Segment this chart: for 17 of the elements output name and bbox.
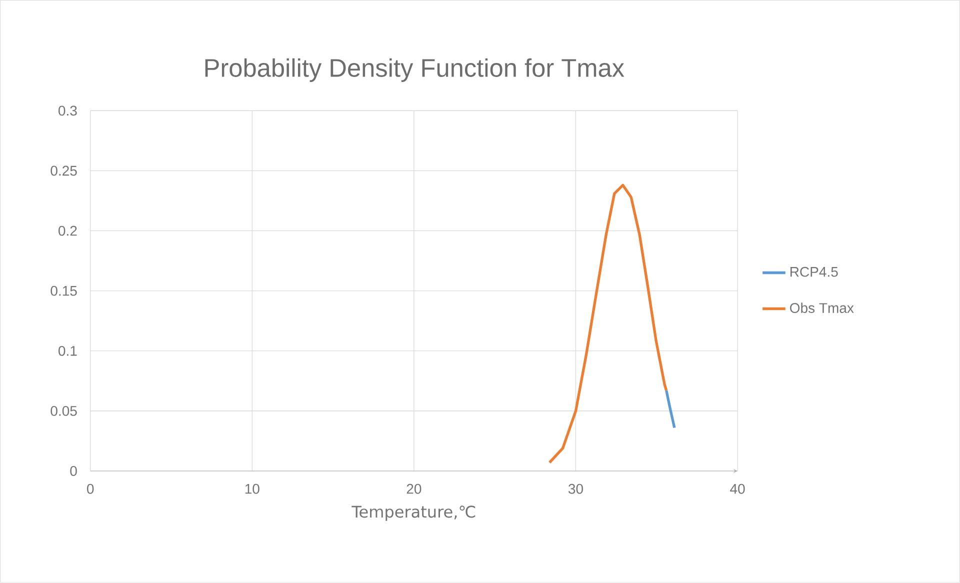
x-tick-label: 40	[730, 484, 745, 494]
x-tick-label: 30	[568, 484, 583, 494]
y-tick-label: 0.3	[58, 106, 77, 116]
x-axis-title: Temperature,℃	[352, 506, 476, 522]
legend-label: Obs Tmax	[790, 302, 854, 314]
legend-label: RCP4.5	[790, 267, 838, 277]
line-series	[548, 184, 668, 464]
y-tick-label: 0.1	[58, 346, 77, 356]
y-tick-label: 0.25	[50, 166, 77, 176]
chart-title: Probability Density Function for Tmax	[205, 58, 624, 82]
y-tick-label: 0.05	[50, 406, 77, 416]
y-tick-label: 0.15	[50, 286, 77, 296]
x-tick-label: 10	[245, 484, 260, 494]
x-tick-label: 0	[86, 484, 94, 494]
y-tick-label: 0.2	[58, 226, 77, 236]
y-tick-label: 0	[70, 466, 77, 476]
x-tick-label: 20	[406, 484, 422, 494]
